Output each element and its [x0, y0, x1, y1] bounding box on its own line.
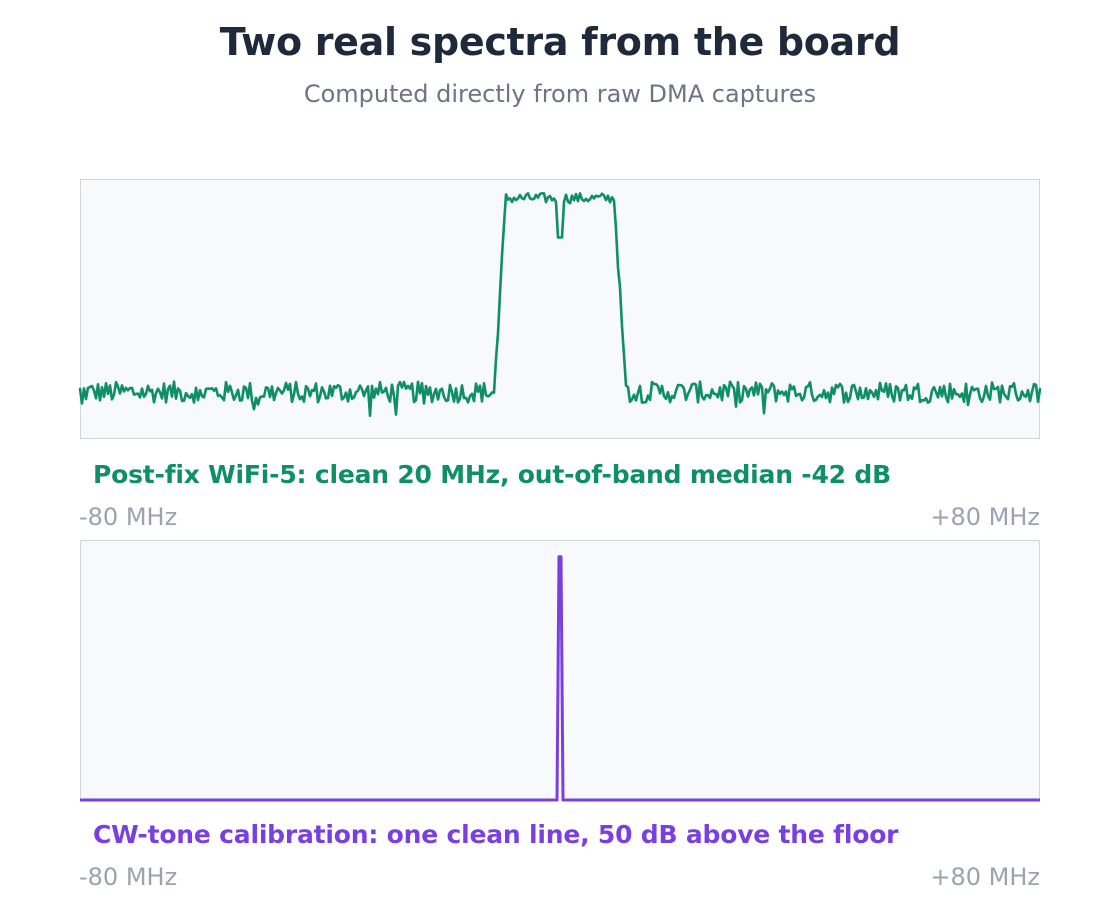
cw-spectrum-caption: CW-tone calibration: one clean line, 50 … — [93, 820, 899, 849]
wifi-x-max-label: +80 MHz — [930, 503, 1040, 531]
cw-x-min-label: -80 MHz — [79, 863, 178, 891]
cw-spectrum-trace — [79, 554, 1040, 801]
cw-x-max-label: +80 MHz — [930, 863, 1040, 891]
page-title: Two real spectra from the board — [219, 20, 901, 64]
page-subtitle: Computed directly from raw DMA captures — [303, 80, 817, 108]
wifi-x-min-label: -80 MHz — [79, 503, 178, 531]
wifi-spectrum-trace — [78, 191, 1041, 417]
wifi-spectrum-panel — [78, 179, 1041, 439]
wifi-spectrum-caption: Post-fix WiFi-5: clean 20 MHz, out-of-ba… — [93, 460, 891, 489]
cw-spectrum-panel — [79, 540, 1040, 801]
wifi-spectrum-plot — [78, 191, 1041, 417]
cw-spectrum-plot — [79, 554, 1040, 801]
